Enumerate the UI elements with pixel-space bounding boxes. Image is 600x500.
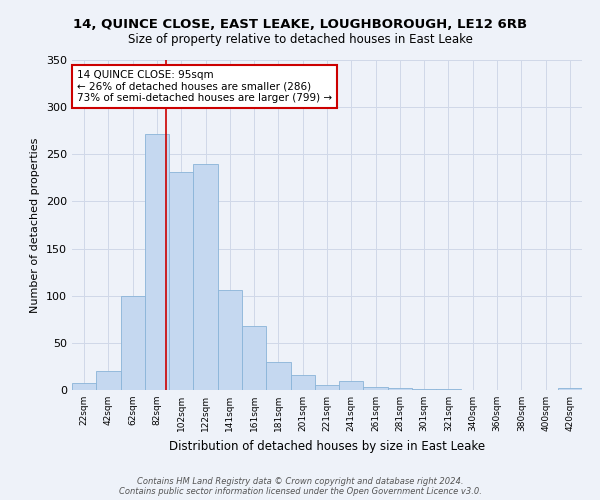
Text: 14, QUINCE CLOSE, EAST LEAKE, LOUGHBOROUGH, LE12 6RB: 14, QUINCE CLOSE, EAST LEAKE, LOUGHBOROU… — [73, 18, 527, 30]
Bar — [72, 384, 96, 390]
Bar — [242, 326, 266, 390]
Text: Size of property relative to detached houses in East Leake: Size of property relative to detached ho… — [128, 32, 472, 46]
X-axis label: Distribution of detached houses by size in East Leake: Distribution of detached houses by size … — [169, 440, 485, 452]
Bar — [364, 387, 388, 390]
Bar — [412, 389, 436, 390]
Text: 14 QUINCE CLOSE: 95sqm
← 26% of detached houses are smaller (286)
73% of semi-de: 14 QUINCE CLOSE: 95sqm ← 26% of detached… — [77, 70, 332, 103]
Bar — [315, 386, 339, 390]
Bar — [290, 375, 315, 390]
Text: Contains HM Land Registry data © Crown copyright and database right 2024.
Contai: Contains HM Land Registry data © Crown c… — [119, 476, 481, 496]
Bar — [558, 388, 582, 390]
Bar — [169, 172, 193, 390]
Bar — [193, 164, 218, 390]
Y-axis label: Number of detached properties: Number of detached properties — [31, 138, 40, 312]
Bar — [218, 290, 242, 390]
Bar — [96, 371, 121, 390]
Bar — [266, 362, 290, 390]
Bar — [436, 389, 461, 390]
Bar — [339, 380, 364, 390]
Bar — [388, 388, 412, 390]
Bar — [121, 296, 145, 390]
Bar — [145, 134, 169, 390]
